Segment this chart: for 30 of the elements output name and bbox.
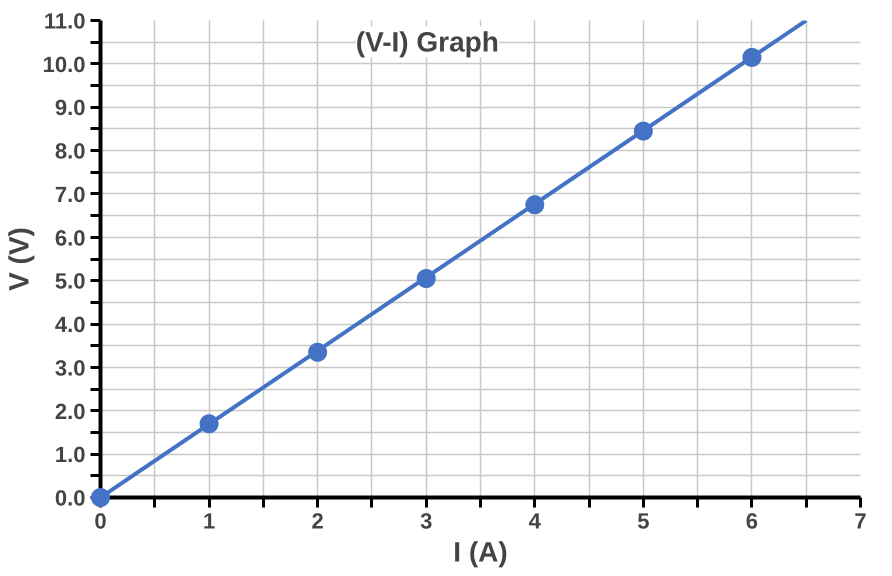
point xyxy=(200,414,219,434)
y-tick-label: 0.0 xyxy=(54,486,86,510)
y-axis-title: V (V) xyxy=(4,227,35,291)
y-tick-label: 11.0 xyxy=(44,8,86,34)
y-tick-label: 5.0 xyxy=(54,268,86,294)
x-axis-title: I (A) xyxy=(453,536,508,568)
y-tick-label: 2.0 xyxy=(54,398,86,424)
point xyxy=(308,342,328,362)
point xyxy=(416,269,436,288)
y-tick-label: 1.0 xyxy=(54,442,86,468)
y-tick-label: 7.0 xyxy=(54,182,86,207)
x-tick-label: 7 xyxy=(854,508,867,534)
chart-title: (V-I) Graph xyxy=(356,26,499,58)
point xyxy=(91,488,110,507)
point xyxy=(742,48,762,67)
x-tick-label: 6 xyxy=(746,508,758,534)
point xyxy=(634,122,653,141)
x-tick-label: 0 xyxy=(94,508,107,534)
x-tick-label: 2 xyxy=(312,508,324,534)
y-tick-label: 4.0 xyxy=(54,312,86,338)
y-tick-label: 10.0 xyxy=(42,52,86,77)
point xyxy=(525,195,544,214)
y-tick-label: 6.0 xyxy=(54,225,86,250)
x-tick-label: 5 xyxy=(637,508,650,534)
y-tick-label: 8.0 xyxy=(54,138,86,164)
y-tick-label: 3.0 xyxy=(54,355,86,380)
y-tick-label: 9.0 xyxy=(54,95,86,120)
x-tick-label: 4 xyxy=(528,508,542,534)
x-tick-label: 1 xyxy=(202,508,216,534)
x-tick-label: 3 xyxy=(420,508,432,534)
